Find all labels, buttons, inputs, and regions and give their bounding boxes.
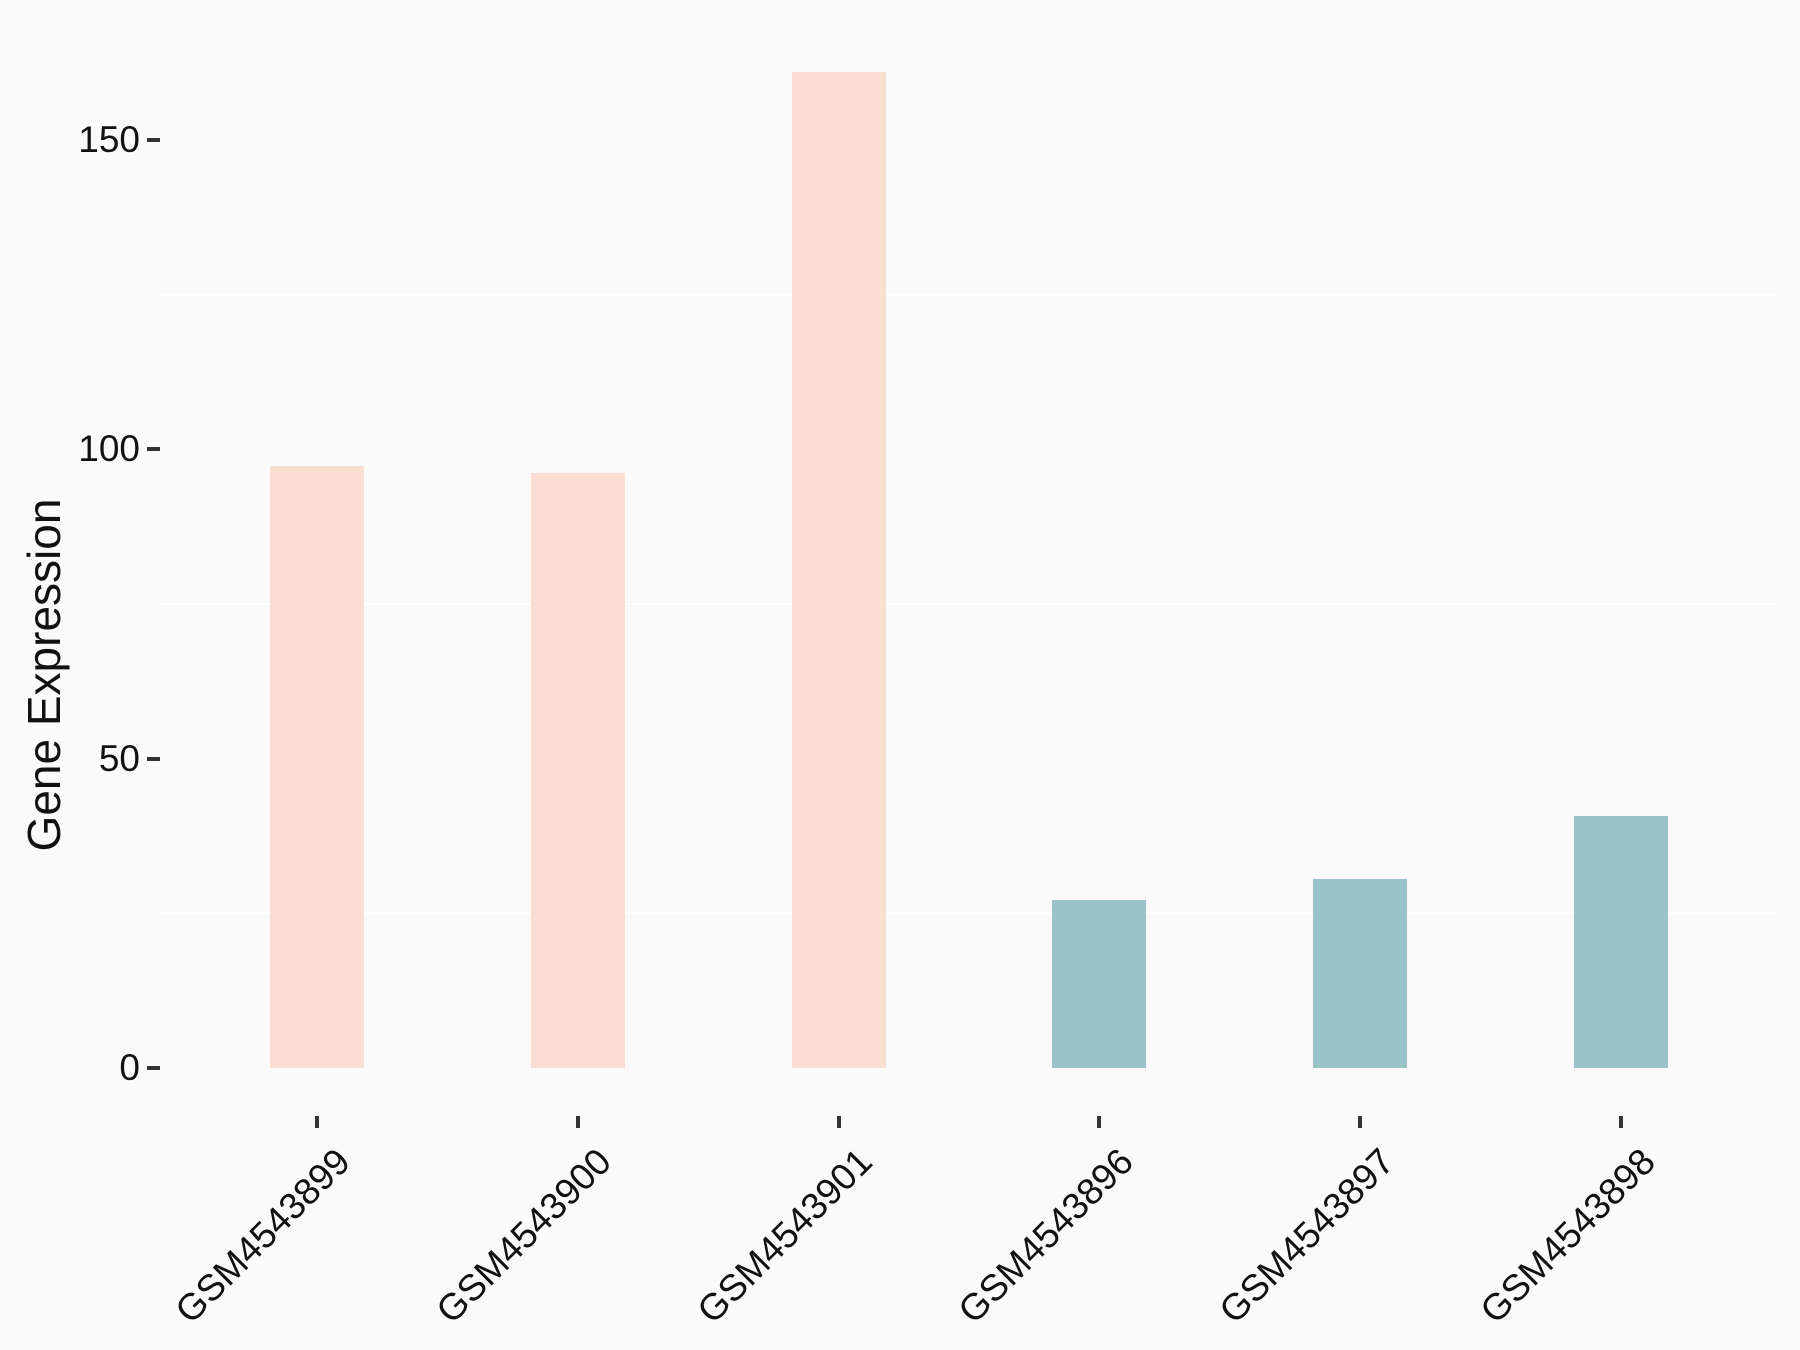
x-tick-label: GSM4543901 (689, 1140, 881, 1332)
y-tick-label: 50 (98, 737, 140, 779)
x-tick-mark (575, 1116, 580, 1128)
bar (1574, 816, 1669, 1068)
y-tick-label: 0 (119, 1047, 140, 1088)
y-tick-mark (147, 137, 160, 142)
x-tick-mark (314, 1116, 319, 1128)
x-tick-mark (1619, 1116, 1624, 1128)
bar (1313, 879, 1408, 1068)
x-tick-mark (836, 1116, 841, 1128)
bar (269, 466, 364, 1068)
minor-gridline (160, 602, 1778, 605)
minor-gridline (160, 293, 1778, 296)
minor-gridline (160, 912, 1778, 915)
x-tick-label: GSM4543899 (167, 1140, 359, 1332)
y-tick-label: 150 (78, 118, 140, 160)
x-tick-label: GSM4543897 (1211, 1140, 1403, 1332)
x-tick-label: GSM4543896 (950, 1140, 1142, 1332)
bar (530, 472, 625, 1068)
bar (791, 71, 886, 1068)
x-tick-mark (1097, 1116, 1102, 1128)
bar (1052, 899, 1147, 1068)
x-tick-label: GSM4543900 (428, 1140, 620, 1332)
y-tick-mark (147, 447, 160, 452)
y-axis-title: Gene Expression (18, 498, 70, 852)
x-tick-mark (1358, 1116, 1363, 1128)
x-tick-label: GSM4543898 (1472, 1140, 1663, 1332)
y-tick-mark (147, 756, 160, 761)
y-tick-mark (147, 1066, 160, 1070)
y-tick-label: 100 (78, 428, 140, 470)
